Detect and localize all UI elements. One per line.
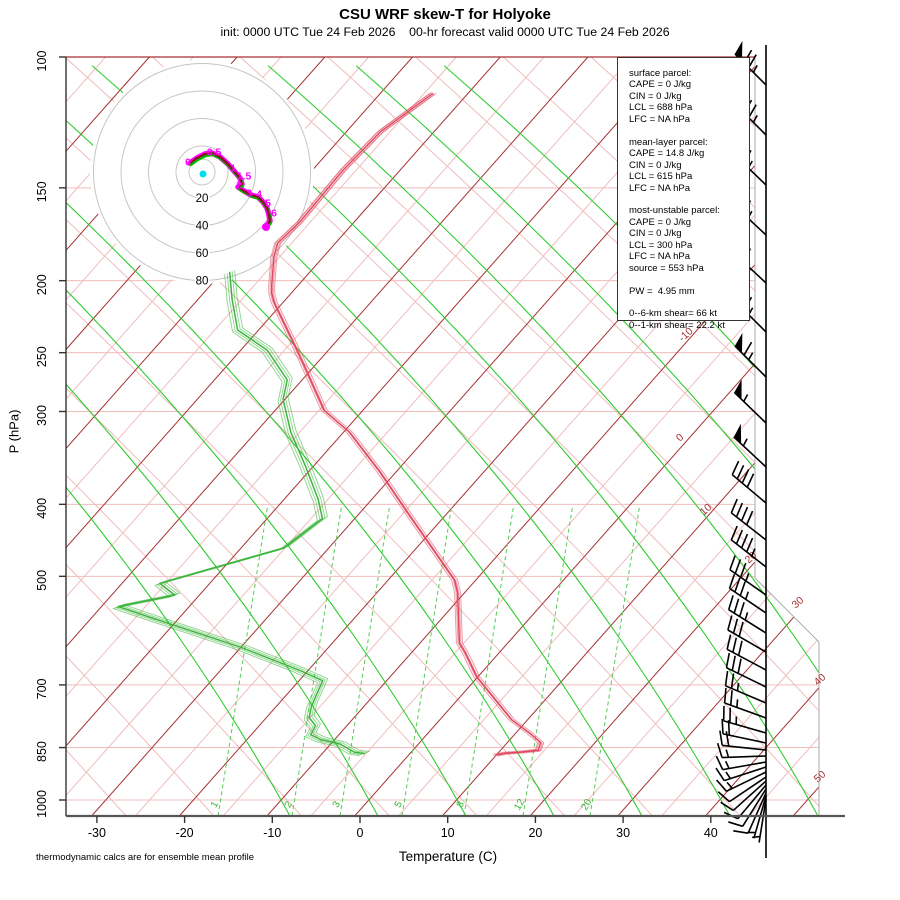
svg-text:30: 30 xyxy=(790,594,807,611)
svg-text:5: 5 xyxy=(265,198,271,210)
svg-text:0: 0 xyxy=(357,826,364,840)
svg-text:5: 5 xyxy=(393,799,406,810)
svg-text:150: 150 xyxy=(35,181,49,202)
svg-text:20: 20 xyxy=(579,797,594,813)
temperature-profile xyxy=(268,92,545,757)
svg-text:1.5: 1.5 xyxy=(237,171,252,183)
svg-text:40: 40 xyxy=(812,671,829,688)
info-line: LCL = 300 hPa xyxy=(629,239,693,251)
info-line: CAPE = 0 J/kg xyxy=(629,79,692,91)
svg-text:3: 3 xyxy=(246,188,252,200)
info-line: LCL = 688 hPa xyxy=(629,102,693,114)
svg-text:2: 2 xyxy=(236,180,242,192)
footnote: thermodynamic calcs are for ensemble mea… xyxy=(36,852,255,863)
svg-text:3: 3 xyxy=(331,799,344,810)
mixing-ratio-labels: 1 2 3 5 8 12 20 xyxy=(209,797,595,813)
svg-text:20: 20 xyxy=(196,193,209,205)
info-line: CAPE = 0 J/kg xyxy=(629,216,692,228)
info-line: PW = 4.95 mm xyxy=(629,285,695,297)
svg-text:1: 1 xyxy=(209,799,222,810)
svg-text:10: 10 xyxy=(698,501,715,518)
svg-text:700: 700 xyxy=(35,678,49,699)
svg-text:0.5: 0.5 xyxy=(207,147,222,159)
svg-text:6: 6 xyxy=(271,208,277,220)
svg-text:4: 4 xyxy=(256,189,262,201)
info-line: CIN = 0 J/kg xyxy=(629,90,682,102)
info-line: LFC = NA hPa xyxy=(629,113,690,125)
svg-text:2: 2 xyxy=(283,799,296,810)
svg-text:1: 1 xyxy=(230,163,236,175)
svg-text:1000: 1000 xyxy=(35,790,49,818)
info-line xyxy=(629,125,745,136)
info-line: CIN = 0 J/kg xyxy=(629,159,682,171)
svg-text:0: 0 xyxy=(185,157,191,169)
info-line: most-unstable parcel: xyxy=(629,205,720,217)
svg-text:300: 300 xyxy=(35,405,49,426)
svg-text:20: 20 xyxy=(528,826,542,840)
info-line: LFC = NA hPa xyxy=(629,182,690,194)
chart-title: CSU WRF skew-T for Holyoke xyxy=(339,6,551,23)
info-line xyxy=(629,274,745,285)
svg-text:60: 60 xyxy=(196,248,209,260)
info-line: mean-layer parcel: xyxy=(629,136,708,148)
hodograph-end-dot xyxy=(262,223,270,231)
svg-text:850: 850 xyxy=(35,741,49,762)
info-line xyxy=(629,297,745,308)
info-line: surface parcel: xyxy=(629,68,692,79)
svg-text:100: 100 xyxy=(35,51,49,72)
info-line: LCL = 615 hPa xyxy=(629,171,693,183)
svg-text:12: 12 xyxy=(512,797,527,813)
info-line: 0--1-km shear= 22.2 kt xyxy=(629,319,725,331)
storm-motion-dot xyxy=(199,170,207,178)
svg-text:250: 250 xyxy=(35,346,49,367)
svg-text:500: 500 xyxy=(35,570,49,591)
hodograph: 20 40 60 80 0 0.5 11.523 456 xyxy=(90,60,314,289)
svg-text:10: 10 xyxy=(441,826,455,840)
dewpoint-profile xyxy=(112,269,370,757)
svg-text:-20: -20 xyxy=(176,826,194,840)
svg-text:-10: -10 xyxy=(263,826,281,840)
svg-text:200: 200 xyxy=(35,274,49,295)
info-line: CIN = 0 J/kg xyxy=(629,228,682,240)
mixing-ratio-lines xyxy=(217,504,641,816)
parcel-info-box: surface parcel: CAPE = 0 J/kg CIN = 0 J/kg… xyxy=(617,57,750,331)
svg-text:80: 80 xyxy=(196,276,209,288)
svg-text:8: 8 xyxy=(455,799,468,810)
info-line: CAPE = 14.8 J/kg xyxy=(629,148,705,160)
info-line xyxy=(629,194,745,205)
svg-text:40: 40 xyxy=(704,826,718,840)
info-line: 0--6-km shear= 66 kt xyxy=(629,308,717,320)
svg-text:40: 40 xyxy=(196,221,209,233)
chart-subtitle: init: 0000 UTC Tue 24 Feb 2026 00-hr for… xyxy=(220,25,670,39)
svg-text:0: 0 xyxy=(674,431,686,444)
svg-text:-30: -30 xyxy=(88,826,106,840)
svg-text:30: 30 xyxy=(616,826,630,840)
info-line: source = 553 hPa xyxy=(629,262,704,274)
info-line: LFC = NA hPa xyxy=(629,251,690,263)
x-axis-title: Temperature (C) xyxy=(398,849,498,864)
svg-text:400: 400 xyxy=(35,498,49,519)
y-axis-title: P (hPa) xyxy=(6,409,22,454)
svg-text:50: 50 xyxy=(812,768,829,785)
